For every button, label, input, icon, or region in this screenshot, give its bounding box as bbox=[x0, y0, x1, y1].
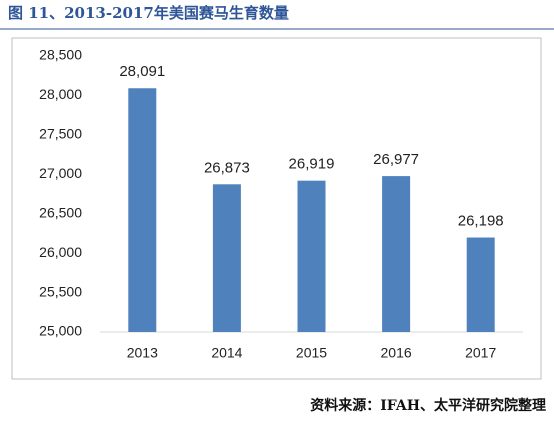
y-tick-label: 26,500 bbox=[39, 204, 82, 220]
y-tick-label: 26,000 bbox=[39, 244, 82, 260]
x-tick-label: 2014 bbox=[211, 345, 242, 361]
y-tick-label: 27,500 bbox=[39, 126, 82, 142]
y-tick-label: 28,500 bbox=[39, 47, 82, 63]
y-tick-label: 27,000 bbox=[39, 165, 82, 181]
bar bbox=[212, 184, 241, 332]
bar bbox=[466, 237, 495, 332]
value-label: 26,919 bbox=[289, 156, 335, 173]
x-tick-label: 2013 bbox=[127, 345, 158, 361]
y-tick-label: 25,000 bbox=[39, 323, 82, 339]
y-tick-label: 28,000 bbox=[39, 86, 82, 102]
bar bbox=[297, 180, 326, 332]
y-tick-label: 25,500 bbox=[39, 283, 82, 299]
source-note: 资料来源：IFAH、太平洋研究院整理 bbox=[310, 397, 546, 414]
value-label: 26,977 bbox=[373, 151, 419, 168]
x-tick-label: 2017 bbox=[465, 345, 496, 361]
x-tick-label: 2015 bbox=[296, 345, 327, 361]
bar bbox=[382, 176, 411, 332]
bar bbox=[128, 88, 157, 333]
chart-frame bbox=[11, 37, 542, 380]
value-label: 26,873 bbox=[204, 159, 250, 176]
value-label: 28,091 bbox=[119, 63, 165, 80]
x-tick-label: 2016 bbox=[381, 345, 412, 361]
chart-title: 图 11、2013-2017年美国赛马生育数量 bbox=[8, 4, 289, 22]
value-label: 26,198 bbox=[458, 212, 504, 229]
